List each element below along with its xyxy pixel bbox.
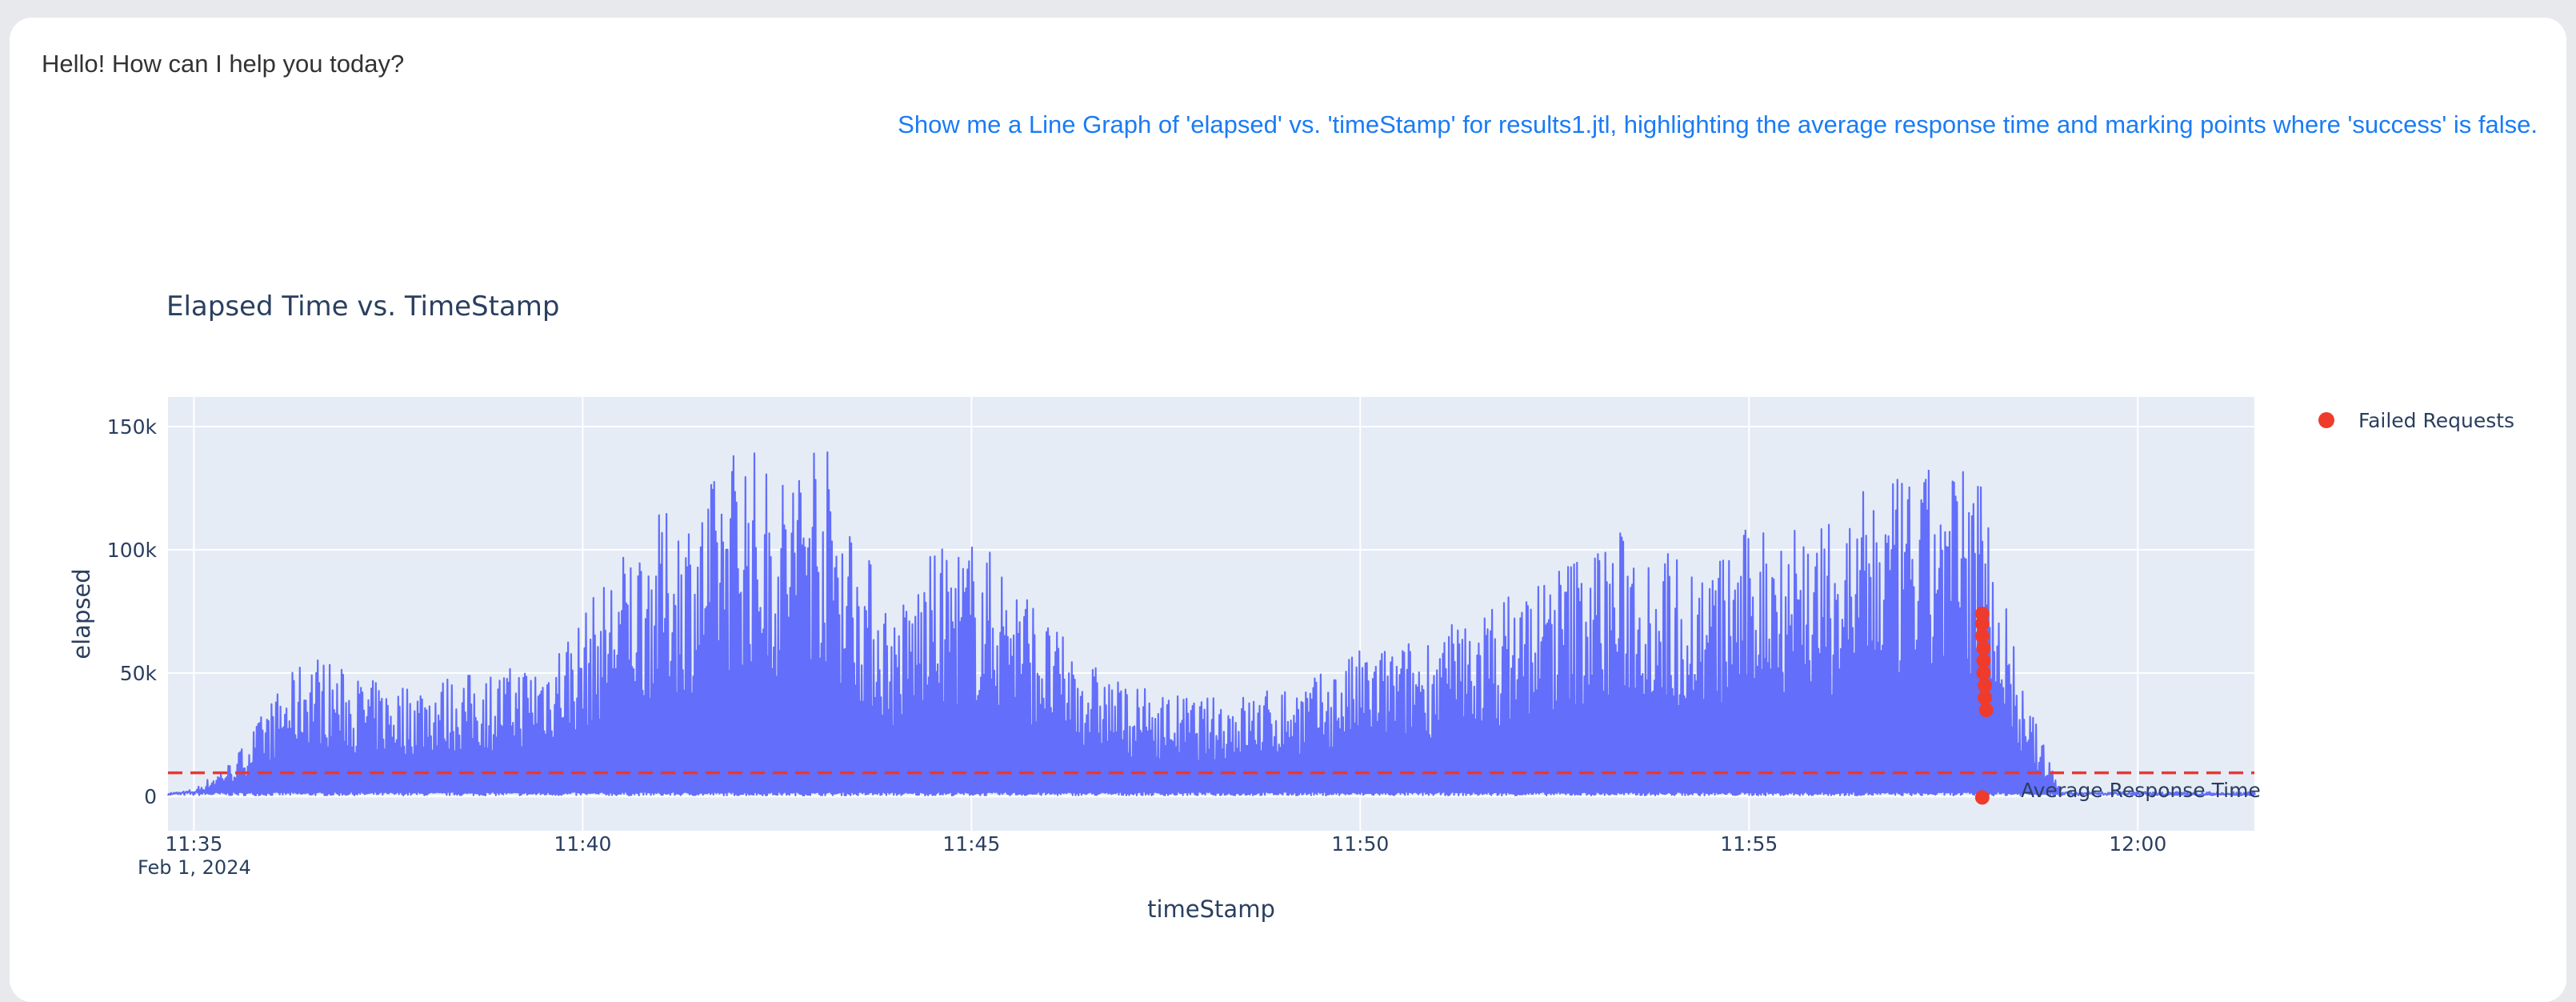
failed-request-point <box>1974 628 1990 643</box>
y-tick-label: 0 <box>144 785 157 808</box>
failed-request-point <box>1978 678 1993 693</box>
elapsed-line <box>166 451 2256 797</box>
x-axis-date-label: Feb 1, 2024 <box>138 856 251 879</box>
legend: Failed Requests <box>2318 409 2514 432</box>
y-axis-ticks: 0 50k 100k 150k <box>107 415 158 808</box>
x-tick-label: 11:45 <box>942 832 1000 856</box>
failed-request-point <box>1976 653 1991 668</box>
x-tick-label: 12:00 <box>2109 832 2166 856</box>
x-tick-label: 11:35 <box>165 832 222 856</box>
x-tick-label: 11:40 <box>554 832 611 856</box>
legend-failed-label: Failed Requests <box>2358 409 2514 432</box>
failed-request-point <box>1978 703 1994 718</box>
legend-failed-marker <box>2318 412 2334 428</box>
x-axis-label: timeStamp <box>1147 896 1275 923</box>
failed-request-point <box>1976 665 1991 680</box>
y-tick-label: 50k <box>120 662 158 685</box>
failed-requests-markers <box>1974 607 1994 805</box>
y-tick-label: 100k <box>107 539 158 562</box>
x-tick-label: 11:55 <box>1720 832 1778 856</box>
failed-request-point <box>1976 641 1991 656</box>
chart-title: Elapsed Time vs. TimeStamp <box>166 291 560 323</box>
assistant-greeting: Hello! How can I help you today? <box>42 50 405 78</box>
average-response-label: Average Response Time <box>2021 779 2261 802</box>
failed-request-point <box>1974 790 1990 805</box>
x-tick-label: 11:50 <box>1331 832 1389 856</box>
elapsed-series <box>166 451 2256 797</box>
failed-request-point <box>1974 607 1990 621</box>
y-tick-label: 150k <box>107 415 158 439</box>
user-message: Show me a Line Graph of 'elapsed' vs. 't… <box>898 110 2538 138</box>
chart: Elapsed Time vs. TimeStamp 050k100k150k … <box>68 291 2514 923</box>
failed-request-point <box>1974 616 1990 631</box>
failed-request-point <box>1978 690 1993 705</box>
x-axis-ticks: 11:35 11:40 11:45 11:50 11:55 12:00 <box>165 832 2166 856</box>
y-axis-label: elapsed <box>68 568 95 659</box>
